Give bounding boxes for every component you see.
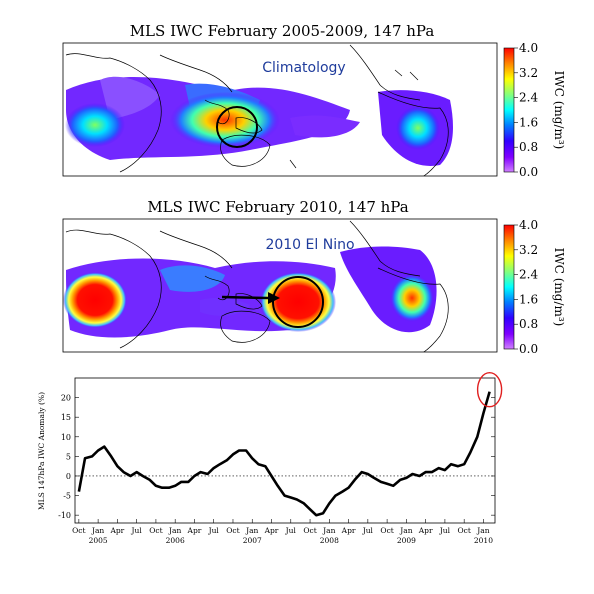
x-year-label: 2006 <box>166 536 185 545</box>
y-tick-label: 10 <box>61 433 71 442</box>
panel2-highlight-circle <box>272 276 324 328</box>
colorbar-tick-label: 0.8 <box>519 140 538 154</box>
x-month-label: Jul <box>131 526 143 535</box>
panel2-annotation: 2010 El Nino <box>265 237 354 253</box>
colorbar-tick-label: 4.0 <box>519 41 538 55</box>
x-year-label: 2008 <box>320 536 339 545</box>
x-month-label: Jul <box>439 526 451 535</box>
panel1-highlight-circle <box>216 106 258 148</box>
x-month-label: Jan <box>322 526 335 535</box>
x-month-label: Oct <box>226 526 239 535</box>
panel2-map: 2010 El Nino <box>63 219 497 352</box>
x-month-label: Apr <box>341 526 356 535</box>
panel1-coastlines <box>65 44 449 176</box>
panel2-ice-field <box>63 246 437 338</box>
panel1-colorbar-label: IWC (mg/m³) <box>552 71 566 150</box>
x-year-label: 2009 <box>397 536 416 545</box>
y-tick-label: 0 <box>66 472 71 481</box>
peak-highlight-circle <box>476 372 503 408</box>
y-tick-label: -5 <box>63 492 71 501</box>
x-year-label: 2005 <box>89 536 108 545</box>
colorbar-tick-label: 0.0 <box>519 165 538 179</box>
panel2-frame <box>62 218 498 353</box>
anomaly-chart: 20 15 10 5 0 -5 -10 Oct Jan Apr Jul Oct Jan Apr Jul Oc… <box>37 372 503 545</box>
colorbar-tick-label: 2.4 <box>519 268 538 282</box>
colorbar-tick-label: 1.6 <box>519 115 538 129</box>
x-month-label: Apr <box>109 526 124 535</box>
panel1-map: Climatology <box>63 43 497 176</box>
x-month-label: Apr <box>264 526 279 535</box>
panel2-colorbar: 4.0 3.2 2.4 1.6 0.8 0.0 IWC (mg/m³) <box>503 218 566 356</box>
x-year-label: 2010 <box>474 536 493 545</box>
panel1-ice-field <box>65 76 453 166</box>
x-month-label: Apr <box>418 526 433 535</box>
panel1-title: MLS IWC February 2005-2009, 147 hPa <box>130 22 435 40</box>
x-month-label: Oct <box>457 526 470 535</box>
x-month-label: Jul <box>285 526 297 535</box>
panel2-coastlines <box>65 220 449 352</box>
x-year-label: 2007 <box>243 536 262 545</box>
x-month-label: Jan <box>91 526 104 535</box>
panel2-colorbar-label: IWC (mg/m³) <box>552 248 566 327</box>
anomaly-ylabel: MLS 147hPa IWC Anomaly (%) <box>37 392 46 510</box>
x-month-label: Jan <box>399 526 412 535</box>
panel1-annotation: Climatology <box>262 60 345 76</box>
colorbar-tick-label: 1.6 <box>519 292 538 306</box>
panel1-colorbar: 4.0 3.2 2.4 1.6 0.8 0.0 IWC (mg/m³) <box>503 41 566 179</box>
y-tick-label: -10 <box>58 511 71 520</box>
y-tick-label: 15 <box>61 413 71 422</box>
x-month-label: Oct <box>149 526 162 535</box>
colorbar-tick-label: 3.2 <box>519 243 538 257</box>
colorbar-tick-label: 0.0 <box>519 342 538 356</box>
colorbar-tick-label: 0.8 <box>519 317 538 331</box>
x-month-label: Oct <box>303 526 316 535</box>
x-month-label: Jan <box>476 526 489 535</box>
colorbar-tick-label: 4.0 <box>519 218 538 232</box>
x-month-label: Jan <box>168 526 181 535</box>
colorbar-tick-label: 2.4 <box>519 91 538 105</box>
x-month-label: Jan <box>245 526 258 535</box>
panel2-title: MLS IWC February 2010, 147 hPa <box>147 198 408 216</box>
colorbar-tick-label: 3.2 <box>519 66 538 80</box>
x-month-label: Jul <box>208 526 220 535</box>
x-month-label: Oct <box>380 526 393 535</box>
y-tick-label: 20 <box>61 394 71 403</box>
panel1-frame <box>62 42 498 177</box>
anomaly-frame <box>74 377 496 524</box>
x-month-label: Oct <box>72 526 85 535</box>
anomaly-series-line <box>77 391 491 517</box>
y-tick-label: 5 <box>66 452 71 461</box>
x-month-label: Jul <box>362 526 374 535</box>
x-month-label: Apr <box>187 526 202 535</box>
